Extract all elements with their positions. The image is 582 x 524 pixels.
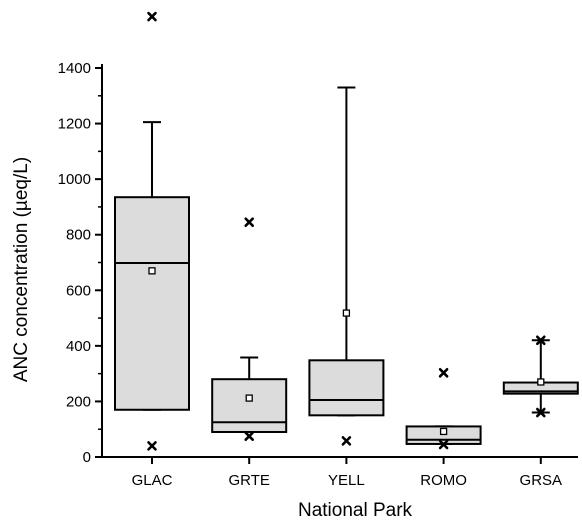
mean-marker	[148, 267, 156, 275]
box-grte	[211, 217, 288, 441]
outlier-marker	[244, 217, 254, 228]
box-romo	[405, 368, 482, 450]
box-grsa	[502, 335, 579, 418]
mean-marker	[537, 378, 545, 386]
iqr-box	[308, 359, 385, 417]
x-tick-label: YELL	[328, 472, 365, 489]
mean-marker	[439, 427, 448, 436]
outlier-marker	[536, 335, 546, 346]
y-tick-label: 1200	[58, 116, 91, 133]
iqr-box	[114, 196, 190, 411]
y-tick-label: 800	[66, 227, 91, 244]
chart-marks	[114, 11, 579, 451]
axes: 0 200 400 600 800 1000 1200 1400 GLAC GRTE YELL ROM…	[58, 60, 578, 489]
outlier-marker	[536, 407, 546, 418]
y-tick-label: 1400	[58, 60, 91, 77]
y-tick-label: 200	[66, 393, 91, 410]
box-yell	[308, 86, 385, 446]
y-axis-title: ANC concentration (µeq/L)	[11, 157, 32, 382]
x-tick-label: GLAC	[132, 472, 173, 489]
outlier-marker	[147, 11, 157, 22]
outlier-marker	[438, 368, 449, 378]
mean-marker	[245, 394, 253, 402]
x-tick-label: GRTE	[228, 472, 269, 489]
box-glac	[114, 11, 190, 451]
x-tick-label: ROMO	[420, 472, 467, 489]
y-tick-label: 1000	[58, 171, 91, 188]
y-tick-label: 0	[83, 449, 91, 466]
outlier-marker	[341, 436, 352, 446]
x-axis-title: National Park	[298, 500, 413, 521]
y-tick-label: 400	[66, 338, 91, 355]
x-tick-label: GRSA	[520, 472, 563, 489]
outlier-marker	[147, 441, 157, 451]
y-tick-label: 600	[66, 282, 91, 299]
outlier-marker	[438, 439, 449, 450]
iqr-box	[211, 378, 288, 433]
outlier-marker	[244, 431, 254, 441]
mean-marker	[342, 309, 351, 317]
